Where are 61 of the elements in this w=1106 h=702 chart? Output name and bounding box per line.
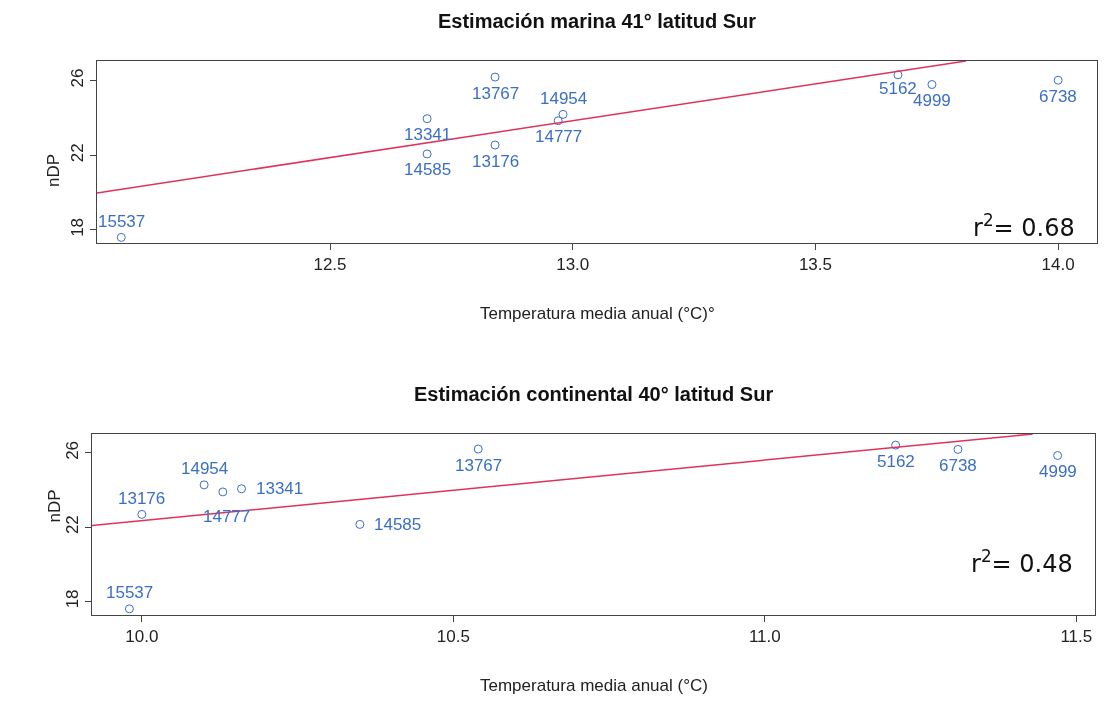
chart-title: Estimación marina 41° latitud Sur: [438, 10, 757, 32]
point: [927, 80, 937, 90]
point: [355, 519, 365, 529]
x-tick-label: 11.5: [1060, 627, 1093, 647]
annotation: 13176: [472, 152, 520, 171]
point: [1053, 451, 1063, 461]
x-axis-title: Temperatura media anual (°C)°: [480, 304, 715, 323]
annotation: 4999: [1039, 462, 1077, 481]
annotation: 14585: [404, 160, 452, 179]
chart-title: Estimación continental 40° latitud Sur: [414, 383, 774, 405]
y-tick-label: 26: [68, 68, 88, 88]
y-axis-title: nDP: [44, 489, 64, 523]
annotation: 14585: [374, 515, 422, 534]
point: [490, 140, 500, 150]
point: [891, 440, 901, 450]
annotation: 5162: [877, 452, 915, 471]
annotation: r$^{2}$= 0.48: [971, 546, 1073, 579]
y-tick-label: 18: [63, 589, 83, 609]
point: [124, 604, 134, 614]
x-tick-label: 14.0: [1041, 255, 1075, 275]
y-tick-label: 18: [68, 217, 88, 237]
point: [237, 484, 247, 494]
x-tick-label: 10.5: [436, 627, 470, 647]
x-tick-label: 12.5: [313, 255, 347, 275]
annotation: r$^{2}$= 0.68: [973, 210, 1075, 243]
x-tick-label: 13.0: [556, 255, 590, 275]
point: [953, 444, 963, 454]
point: [116, 232, 126, 242]
annotation: 14954: [540, 89, 588, 108]
y-tick-label: 22: [68, 143, 88, 163]
annotation: 6738: [1039, 87, 1077, 106]
annotation: 5162: [879, 79, 917, 98]
annotation: 15537: [106, 583, 154, 602]
annotation: 6738: [939, 456, 977, 475]
point: [553, 116, 563, 126]
x-axis-title: Temperatura media anual (°C): [480, 676, 708, 695]
annotation: 13767: [472, 84, 520, 103]
point: [558, 109, 568, 119]
annotation: 14777: [203, 507, 251, 526]
point: [490, 72, 500, 82]
point: [1053, 75, 1063, 85]
point: [422, 149, 432, 159]
point: [473, 444, 483, 454]
point: [137, 509, 147, 519]
x-tick-label: 10.0: [125, 627, 159, 647]
annotation: 13341: [256, 479, 304, 498]
point: [422, 114, 432, 124]
point: [893, 70, 903, 80]
annotation: 13176: [118, 489, 166, 508]
point: [218, 487, 228, 497]
x-tick-label: 11.0: [748, 627, 781, 647]
annotation: 14777: [535, 127, 583, 146]
point: [199, 480, 209, 490]
annotation: 13341: [404, 125, 452, 144]
y-axis-title: nDP: [44, 153, 63, 187]
annotation: 14954: [181, 459, 229, 478]
annotation: 15537: [98, 212, 146, 231]
annotation: 13767: [455, 456, 503, 475]
x-tick-label: 13.5: [798, 255, 832, 275]
y-tick-label: 26: [63, 440, 83, 460]
y-tick-label: 22: [63, 515, 83, 535]
